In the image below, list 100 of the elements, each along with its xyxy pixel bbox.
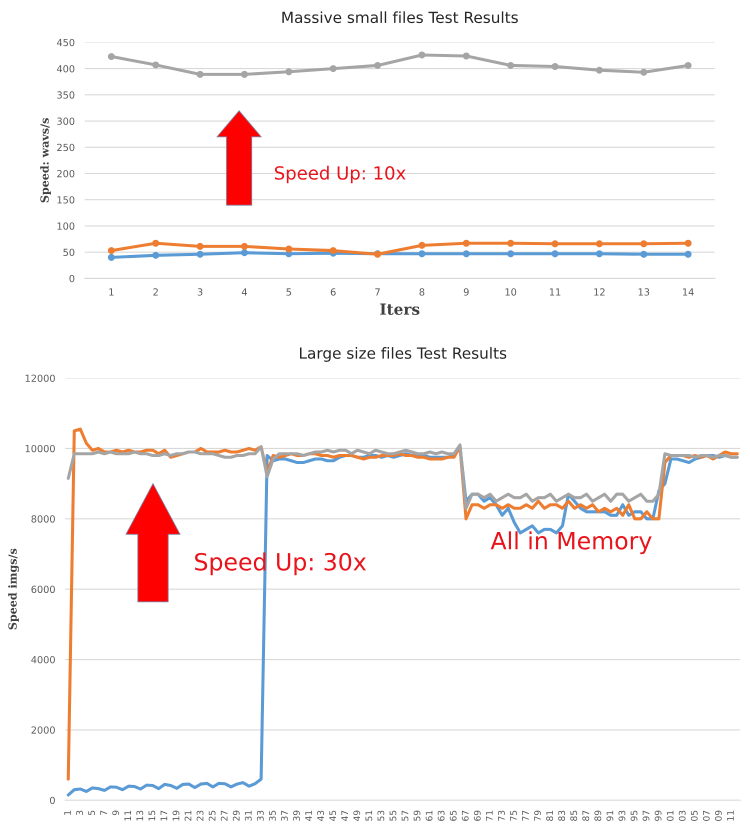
- x-tick-label: 65: [450, 810, 457, 821]
- point: [596, 240, 603, 248]
- x-tick-label: 31: [244, 810, 252, 821]
- y-tick-label: 6000: [31, 586, 55, 594]
- x-tick-label: 75: [510, 810, 517, 821]
- x-tick-label: 11: [727, 810, 734, 820]
- y-tick-label: 100: [58, 222, 74, 230]
- chart-title: Massive small files Test Results: [282, 11, 518, 24]
- y-tick-label: 50: [63, 248, 74, 256]
- x-tick-label: 25: [208, 810, 216, 821]
- annotation: All in Memory: [490, 531, 652, 554]
- x-tick-label: 91: [606, 810, 614, 821]
- x-tick-label: 83: [558, 810, 566, 821]
- x-tick-label: 5: [286, 288, 292, 296]
- point: [418, 250, 426, 258]
- y-tick-label: 2000: [31, 726, 55, 734]
- y-tick-label: 8000: [31, 515, 55, 523]
- point: [418, 51, 426, 58]
- point: [240, 70, 248, 78]
- point: [640, 68, 648, 76]
- point: [462, 250, 470, 258]
- x-tick-label: 77: [522, 810, 529, 821]
- x-tick-label: 69: [474, 810, 481, 821]
- x-tick-label: 57: [402, 810, 408, 821]
- point: [684, 250, 692, 258]
- x-tick-label: 10: [506, 288, 516, 296]
- y-tick-label: 0: [69, 274, 74, 282]
- point: [108, 53, 115, 60]
- point: [507, 240, 514, 247]
- point: [684, 240, 692, 247]
- x-tick-label: 97: [642, 810, 650, 821]
- point: [240, 249, 248, 256]
- x-tick-label: 2: [153, 288, 158, 296]
- x-tick-label: 93: [618, 810, 626, 821]
- point: [596, 250, 603, 258]
- point: [684, 62, 692, 69]
- point: [285, 246, 292, 252]
- x-tick-label: 1: [64, 810, 71, 815]
- x-tick-label: 49: [353, 810, 360, 822]
- x-tick-label: 99: [654, 810, 662, 821]
- x-tick-label: 11: [550, 288, 560, 296]
- x-tick-label: 29: [232, 810, 240, 821]
- x-tick-label: 89: [594, 810, 602, 821]
- point: [285, 68, 292, 76]
- point: [552, 240, 559, 248]
- y-tick-label: 300: [57, 118, 74, 125]
- x-tick-label: 43: [317, 810, 324, 822]
- x-tick-label: 09: [714, 810, 722, 821]
- x-tick-label: 37: [281, 810, 288, 821]
- point: [196, 242, 204, 250]
- x-tick-label: 9: [464, 288, 469, 296]
- point: [552, 250, 559, 258]
- point: [462, 52, 470, 60]
- y-tick-label: 200: [57, 170, 74, 178]
- x-tick-label: 13: [136, 810, 144, 820]
- point: [374, 62, 382, 69]
- x-tick-label: 7: [100, 810, 107, 815]
- x-tick-label: 53: [377, 810, 384, 821]
- x-tick-label: 3: [76, 810, 83, 816]
- point: [108, 254, 115, 261]
- y-tick-label: 150: [58, 196, 74, 204]
- y-tick-label: 12000: [26, 374, 55, 382]
- line-series: [66, 443, 739, 510]
- x-tick-label: 59: [414, 810, 420, 821]
- x-tick-label: 33: [256, 810, 264, 821]
- x-tick-label: 12: [594, 288, 605, 296]
- x-tick-label: 07: [702, 810, 710, 821]
- x-tick-label: 5: [88, 810, 95, 816]
- point: [330, 65, 337, 72]
- x-tick-label: 55: [390, 810, 396, 821]
- x-tick-label: 45: [329, 810, 336, 822]
- y-tick-label: 400: [56, 65, 74, 72]
- x-tick-label: 03: [678, 810, 686, 821]
- x-axis-title: Iters: [380, 304, 420, 315]
- point: [640, 250, 648, 258]
- x-tick-label: 27: [220, 810, 228, 821]
- point: [108, 247, 115, 254]
- point: [507, 62, 514, 69]
- point: [240, 242, 248, 250]
- x-tick-label: 95: [630, 810, 638, 821]
- x-tick-label: 41: [305, 810, 312, 822]
- chart-title: Large size files Test Results: [300, 347, 506, 362]
- point: [640, 240, 648, 248]
- x-tick-label: 3: [198, 288, 202, 296]
- x-tick-label: 14: [683, 288, 694, 296]
- point: [196, 70, 204, 78]
- x-tick-label: 67: [462, 810, 469, 821]
- y-tick-label: 0: [50, 796, 55, 804]
- x-tick-label: 15: [148, 810, 156, 820]
- y-tick-label: 250: [57, 144, 74, 152]
- x-tick-label: 11: [124, 810, 132, 820]
- y-tick-label: 4000: [31, 656, 55, 664]
- x-tick-label: 73: [498, 810, 505, 821]
- x-tick-label: 71: [486, 810, 493, 821]
- x-tick-label: 17: [160, 810, 168, 820]
- x-tick-label: 01: [666, 810, 674, 821]
- point: [152, 61, 160, 68]
- x-tick-label: 35: [268, 810, 276, 821]
- point: [462, 240, 470, 247]
- x-tick-label: 4: [242, 288, 248, 296]
